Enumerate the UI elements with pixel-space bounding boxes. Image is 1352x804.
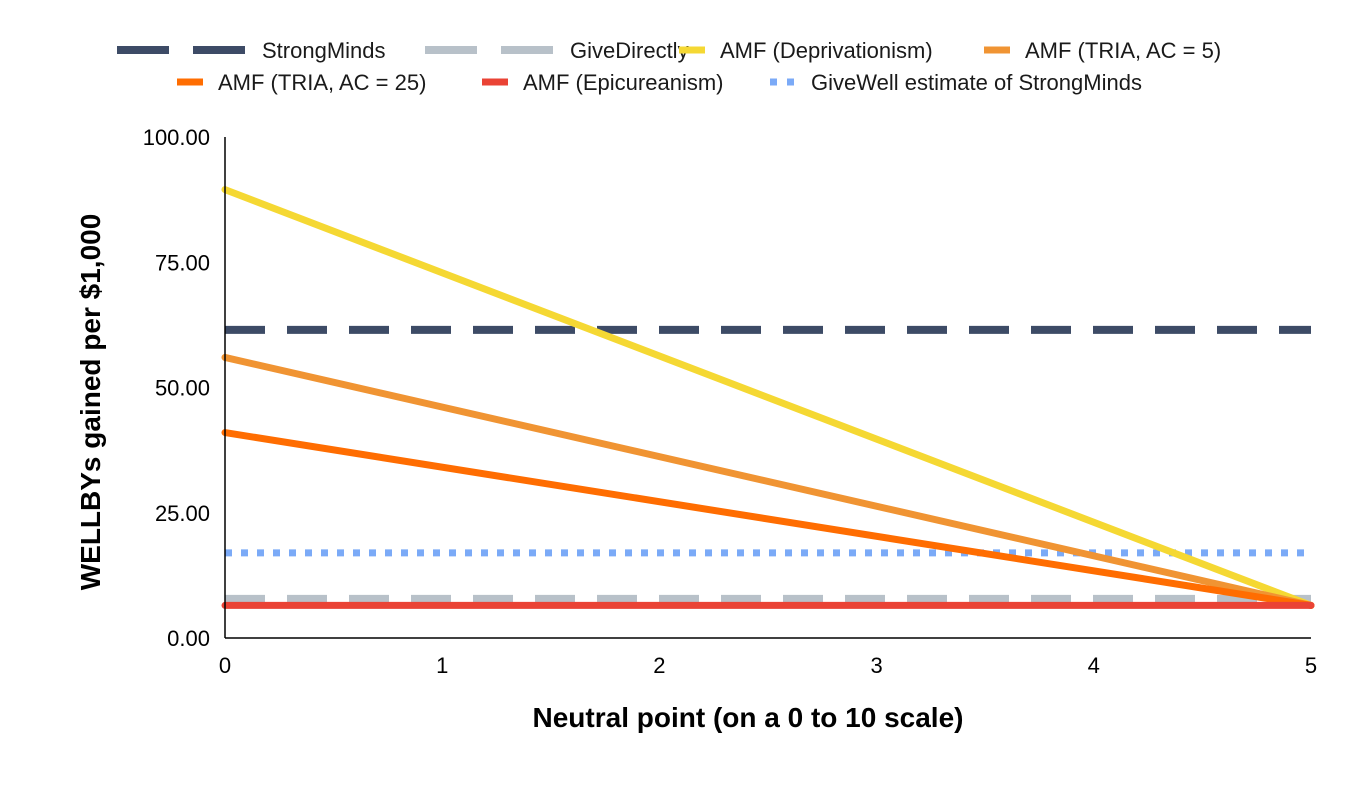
legend-label: AMF (TRIA, AC = 5) <box>1025 38 1221 63</box>
legend-label: AMF (Deprivationism) <box>720 38 933 63</box>
legend-item-strongminds: StrongMinds <box>117 38 386 63</box>
y-tick-label: 0.00 <box>167 626 210 651</box>
y-tick-label: 75.00 <box>155 250 210 275</box>
legend-label: AMF (TRIA, AC = 25) <box>218 70 426 95</box>
legend-item-amf-epicureanism: AMF (Epicureanism) <box>482 70 723 95</box>
y-axis-title: WELLBYs gained per $1,000 <box>75 214 106 591</box>
series-line-amf-tria-ac-5 <box>221 353 1315 609</box>
legend-label: AMF (Epicureanism) <box>523 70 723 95</box>
legend: StrongMinds GiveDirectly AMF (Deprivationi… <box>117 38 1221 95</box>
x-tick-label: 4 <box>1088 653 1100 678</box>
legend-label: GiveDirectly <box>570 38 689 63</box>
legend-item-amf-tria-ac-5: AMF (TRIA, AC = 5) <box>984 38 1221 63</box>
axis-titles: Neutral point (on a 0 to 10 scale) WELLB… <box>75 214 963 733</box>
y-tick-label: 50.00 <box>155 376 210 401</box>
x-tick-label: 1 <box>436 653 448 678</box>
legend-item-givewell-estimate-of-strongminds: GiveWell estimate of StrongMinds <box>770 70 1142 95</box>
legend-item-amf-tria-ac-25: AMF (TRIA, AC = 25) <box>177 70 426 95</box>
axes: 0.00 25.00 50.00 75.00 100.00 0 1 2 3 4 5 <box>143 125 1317 678</box>
series-line-amf-tria-ac-25 <box>221 429 1315 609</box>
legend-label: GiveWell estimate of StrongMinds <box>811 70 1142 95</box>
series-layer <box>221 186 1315 609</box>
x-tick-label: 5 <box>1305 653 1317 678</box>
x-axis-title: Neutral point (on a 0 to 10 scale) <box>533 702 964 733</box>
series-line-amf-deprivationism <box>221 186 1315 609</box>
x-tick-label: 2 <box>653 653 665 678</box>
y-tick-label: 100.00 <box>143 125 210 150</box>
y-tick-label: 25.00 <box>155 501 210 526</box>
legend-item-amf-deprivationism: AMF (Deprivationism) <box>679 38 933 63</box>
legend-item-givedirectly: GiveDirectly <box>425 38 689 63</box>
x-tick-label: 3 <box>870 653 882 678</box>
x-tick-label: 0 <box>219 653 231 678</box>
legend-label: StrongMinds <box>262 38 386 63</box>
